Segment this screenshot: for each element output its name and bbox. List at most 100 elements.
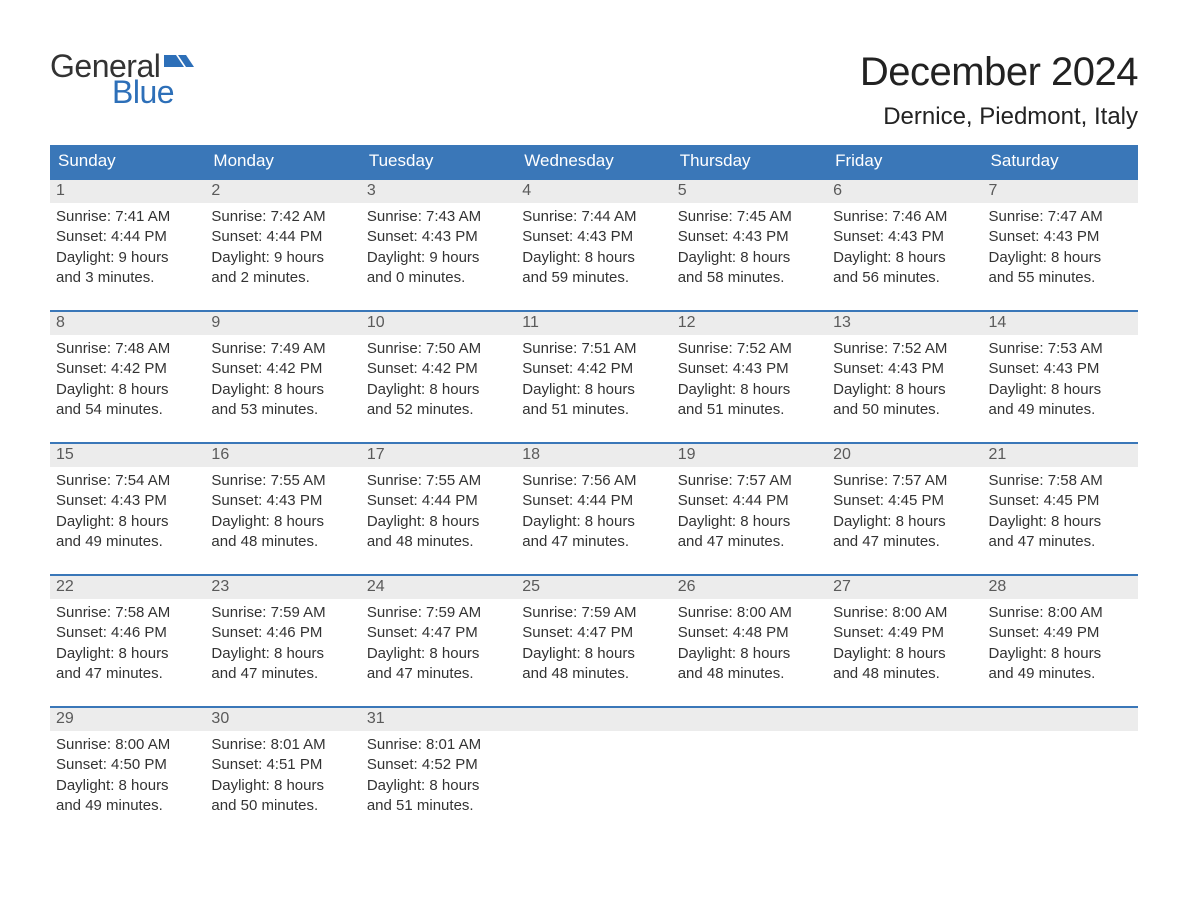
day-number: 20 (833, 446, 851, 463)
day-number-bar: 25 (516, 576, 671, 599)
day-number: 9 (211, 314, 220, 331)
sunset-line: Sunset: 4:43 PM (367, 227, 510, 247)
sunrise-line: Sunrise: 8:01 AM (367, 735, 510, 755)
daylight-line-2: and 59 minutes. (522, 268, 665, 288)
sunset-line: Sunset: 4:43 PM (56, 491, 199, 511)
daylight-line-2: and 0 minutes. (367, 268, 510, 288)
sunrise-line: Sunrise: 8:01 AM (211, 735, 354, 755)
day-number: 11 (522, 314, 539, 331)
daylight-line-1: Daylight: 8 hours (678, 380, 821, 400)
daylight-line-2: and 56 minutes. (833, 268, 976, 288)
brand-logo: General Blue (50, 50, 194, 108)
day-number-bar: 8 (50, 312, 205, 335)
daylight-line-2: and 50 minutes. (211, 796, 354, 816)
sunrise-line: Sunrise: 7:55 AM (367, 471, 510, 491)
daylight-line-1: Daylight: 8 hours (833, 248, 976, 268)
sunset-line: Sunset: 4:43 PM (522, 227, 665, 247)
daylight-line-2: and 49 minutes. (56, 796, 199, 816)
daylight-line-1: Daylight: 9 hours (211, 248, 354, 268)
day-details: Sunrise: 8:00 AMSunset: 4:48 PMDaylight:… (672, 599, 827, 686)
daylight-line-1: Daylight: 8 hours (211, 512, 354, 532)
daylight-line-1: Daylight: 8 hours (522, 644, 665, 664)
day-cell: 27Sunrise: 8:00 AMSunset: 4:49 PMDayligh… (827, 576, 982, 688)
day-number: 14 (989, 314, 1007, 331)
dow-tuesday: Tuesday (361, 145, 516, 178)
day-details: Sunrise: 7:58 AMSunset: 4:46 PMDaylight:… (50, 599, 205, 686)
sunset-line: Sunset: 4:50 PM (56, 755, 199, 775)
day-details: Sunrise: 8:01 AMSunset: 4:52 PMDaylight:… (361, 731, 516, 818)
day-details: Sunrise: 7:51 AMSunset: 4:42 PMDaylight:… (516, 335, 671, 422)
daylight-line-1: Daylight: 8 hours (989, 512, 1132, 532)
day-number: 28 (989, 578, 1007, 595)
sunrise-line: Sunrise: 7:49 AM (211, 339, 354, 359)
month-title: December 2024 (860, 50, 1138, 95)
day-cell: 10Sunrise: 7:50 AMSunset: 4:42 PMDayligh… (361, 312, 516, 424)
day-cell (516, 708, 671, 820)
sunrise-line: Sunrise: 7:45 AM (678, 207, 821, 227)
sunset-line: Sunset: 4:43 PM (833, 227, 976, 247)
sunset-line: Sunset: 4:44 PM (678, 491, 821, 511)
day-cell: 29Sunrise: 8:00 AMSunset: 4:50 PMDayligh… (50, 708, 205, 820)
day-cell: 16Sunrise: 7:55 AMSunset: 4:43 PMDayligh… (205, 444, 360, 556)
day-number: 4 (522, 182, 531, 199)
sunset-line: Sunset: 4:42 PM (211, 359, 354, 379)
daylight-line-1: Daylight: 8 hours (678, 248, 821, 268)
day-number-bar: 22 (50, 576, 205, 599)
day-cell: 31 Sunrise: 8:01 AMSunset: 4:52 PMDayligh… (361, 708, 516, 820)
day-number-bar: 6 (827, 180, 982, 203)
dow-friday: Friday (827, 145, 982, 178)
day-cell: 4Sunrise: 7:44 AMSunset: 4:43 PMDaylight… (516, 180, 671, 292)
day-number-bar: 14 (983, 312, 1138, 335)
day-cell: 12Sunrise: 7:52 AMSunset: 4:43 PMDayligh… (672, 312, 827, 424)
sunset-line: Sunset: 4:43 PM (211, 491, 354, 511)
sunset-line: Sunset: 4:49 PM (833, 623, 976, 643)
header: General Blue December 2024 Dernice, Pied… (50, 50, 1138, 131)
daylight-line-1: Daylight: 8 hours (211, 380, 354, 400)
day-details: Sunrise: 7:54 AMSunset: 4:43 PMDaylight:… (50, 467, 205, 554)
day-cell: 3Sunrise: 7:43 AMSunset: 4:43 PMDaylight… (361, 180, 516, 292)
day-number: 25 (522, 578, 540, 595)
day-number-bar-empty (516, 708, 671, 731)
day-details: Sunrise: 7:55 AMSunset: 4:44 PMDaylight:… (361, 467, 516, 554)
day-number-bar: 17 (361, 444, 516, 467)
location: Dernice, Piedmont, Italy (860, 103, 1138, 131)
daylight-line-2: and 47 minutes. (989, 532, 1132, 552)
day-number-bar: 29 (50, 708, 205, 731)
daylight-line-1: Daylight: 8 hours (833, 644, 976, 664)
daylight-line-2: and 48 minutes. (367, 532, 510, 552)
sunrise-line: Sunrise: 7:51 AM (522, 339, 665, 359)
sunrise-line: Sunrise: 8:00 AM (989, 603, 1132, 623)
day-number-bar: 15 (50, 444, 205, 467)
day-cell (827, 708, 982, 820)
dow-thursday: Thursday (672, 145, 827, 178)
sunset-line: Sunset: 4:49 PM (989, 623, 1132, 643)
daylight-line-1: Daylight: 8 hours (678, 644, 821, 664)
sunset-line: Sunset: 4:43 PM (989, 359, 1132, 379)
day-cell: 24Sunrise: 7:59 AMSunset: 4:47 PMDayligh… (361, 576, 516, 688)
daylight-line-2: and 51 minutes. (678, 400, 821, 420)
page: General Blue December 2024 Dernice, Pied… (0, 0, 1188, 860)
daylight-line-2: and 47 minutes. (678, 532, 821, 552)
sunset-line: Sunset: 4:43 PM (989, 227, 1132, 247)
sunset-line: Sunset: 4:44 PM (211, 227, 354, 247)
sunset-line: Sunset: 4:51 PM (211, 755, 354, 775)
day-number: 12 (678, 314, 696, 331)
day-number: 31 (367, 710, 385, 727)
daylight-line-1: Daylight: 8 hours (989, 644, 1132, 664)
day-number-bar: 23 (205, 576, 360, 599)
daylight-line-1: Daylight: 9 hours (56, 248, 199, 268)
daylight-line-1: Daylight: 8 hours (833, 512, 976, 532)
day-details: Sunrise: 7:57 AMSunset: 4:45 PMDaylight:… (827, 467, 982, 554)
day-number: 15 (56, 446, 74, 463)
sunrise-line: Sunrise: 7:48 AM (56, 339, 199, 359)
day-number: 24 (367, 578, 385, 595)
day-cell: 1Sunrise: 7:41 AMSunset: 4:44 PMDaylight… (50, 180, 205, 292)
sunset-line: Sunset: 4:42 PM (522, 359, 665, 379)
day-number: 3 (367, 182, 376, 199)
sunset-line: Sunset: 4:48 PM (678, 623, 821, 643)
sunrise-line: Sunrise: 7:59 AM (211, 603, 354, 623)
daylight-line-1: Daylight: 8 hours (367, 644, 510, 664)
week-row: 8Sunrise: 7:48 AMSunset: 4:42 PMDaylight… (50, 310, 1138, 424)
sunset-line: Sunset: 4:43 PM (833, 359, 976, 379)
sunset-line: Sunset: 4:44 PM (367, 491, 510, 511)
